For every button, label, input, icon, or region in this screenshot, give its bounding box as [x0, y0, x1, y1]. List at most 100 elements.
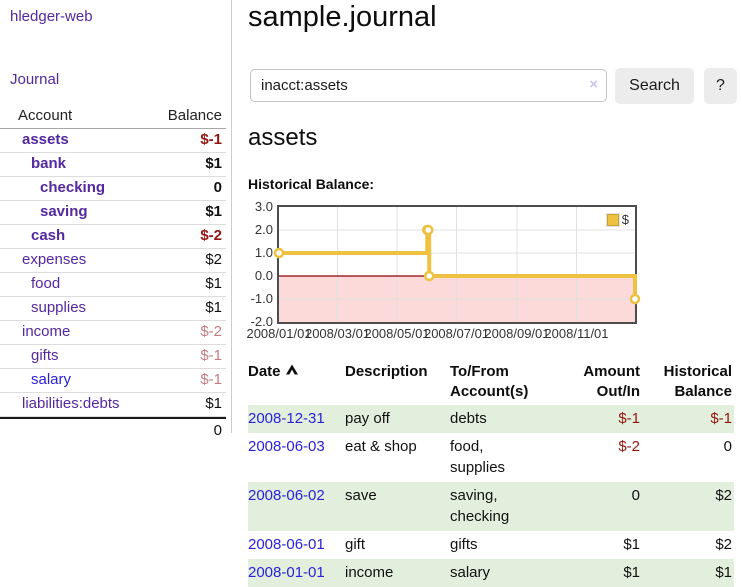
account-row: cash $-2 — [0, 225, 226, 249]
transaction-date-link[interactable]: 2008-06-02 — [248, 487, 325, 504]
account-balance: $1 — [205, 299, 222, 316]
account-row: salary $-1 — [0, 369, 226, 393]
account-row: income $-2 — [0, 321, 226, 345]
sort-ascending-icon — [285, 362, 299, 382]
transaction-accounts: gifts — [450, 536, 478, 553]
x-axis-tick-label: 2008/03/01 — [304, 326, 371, 341]
transaction-accounts: food, supplies — [450, 438, 506, 476]
chart-canvas — [273, 207, 641, 322]
account-heading: assets — [248, 124, 318, 151]
account-balance: $-1 — [200, 347, 222, 364]
transaction-date-link[interactable]: 2008-06-01 — [248, 536, 325, 553]
transaction-description: income — [345, 564, 394, 581]
data-point-marker — [423, 270, 435, 282]
transaction-amount: $-1 — [618, 410, 640, 427]
transaction-amount: $-2 — [618, 438, 640, 455]
legend-color-swatch — [605, 212, 620, 227]
balance-header-line2: Balance — [674, 383, 732, 400]
register-row: 2008-01-01 income salary $1 $1 — [248, 559, 734, 587]
historical-balance-chart: $ 3.0 2.0 1.0 0.0 -1.0 -2.0 2008/01/01 2008/03/… — [244, 193, 714, 345]
x-axis-tick-label: 2008/11/01 — [544, 326, 609, 341]
search-button[interactable]: Search — [615, 68, 694, 104]
transaction-date-cell: 2008-06-03 — [248, 433, 345, 482]
search-box: × — [250, 69, 607, 102]
transaction-description: eat & shop — [345, 438, 417, 455]
transaction-balance: 0 — [723, 438, 732, 455]
transaction-amount: $1 — [623, 536, 640, 553]
transaction-balance: $2 — [715, 487, 732, 504]
account-link-food[interactable]: food — [31, 275, 61, 292]
account-link-assets[interactable]: assets — [22, 131, 69, 148]
date-column-header[interactable]: Date — [248, 360, 345, 405]
balance-column-header-register: Historical Balance — [642, 360, 734, 405]
account-link-checking[interactable]: checking — [40, 179, 106, 196]
amount-header-line2: Out/In — [596, 383, 640, 400]
accounts-header-line2: Account(s) — [450, 383, 529, 400]
account-link-gifts[interactable]: gifts — [31, 347, 59, 364]
account-link-liabilities-debts[interactable]: liabilities:debts — [22, 395, 120, 412]
transaction-description: pay off — [345, 410, 390, 427]
balance-header-line1: Historical — [663, 363, 732, 380]
account-link-supplies[interactable]: supplies — [31, 299, 87, 316]
account-balance: $-1 — [200, 371, 222, 388]
legend-label: $ — [621, 212, 629, 227]
register-row: 2008-06-03 eat & shop food, supplies $-2 0 — [248, 433, 734, 482]
register-row: 2008-06-01 gift gifts $1 $2 — [248, 531, 734, 559]
transaction-balance: $1 — [715, 564, 732, 581]
description-column-header: Description — [345, 363, 428, 380]
account-balance: $2 — [205, 251, 222, 268]
account-link-bank[interactable]: bank — [31, 155, 67, 172]
transaction-balance: $-1 — [710, 410, 732, 427]
amount-header-line1: Amount — [583, 363, 640, 380]
date-header-label: Date — [248, 363, 281, 380]
account-balance: $-2 — [200, 227, 222, 244]
chart-plot-area: $ — [273, 205, 641, 324]
account-link-saving[interactable]: saving — [40, 203, 88, 220]
y-axis-tick-label: -1.0 — [250, 291, 273, 306]
account-balance-table: Account Balance assets $-1 bank $1 checking 0… — [0, 104, 226, 443]
transaction-date-link[interactable]: 2008-06-03 — [248, 438, 325, 455]
data-point-marker — [629, 293, 641, 305]
y-axis-tick-label: -2.0 — [250, 314, 273, 329]
clear-search-icon[interactable]: × — [589, 76, 598, 93]
transaction-balance: $2 — [715, 536, 732, 553]
register-row: 2008-06-02 save saving, checking 0 $2 — [248, 482, 734, 531]
account-link-expenses[interactable]: expenses — [22, 251, 87, 268]
y-axis-tick-label: 0.0 — [254, 268, 273, 283]
account-row: assets $-1 — [0, 129, 226, 153]
sidebar-item-journal[interactable]: Journal — [10, 71, 60, 88]
chart-title: Historical Balance: — [248, 176, 375, 192]
account-row: supplies $1 — [0, 297, 226, 321]
help-button[interactable]: ? — [704, 68, 737, 104]
account-balance: $1 — [205, 395, 222, 412]
brand-link[interactable]: hledger-web — [10, 8, 93, 25]
transaction-accounts: saving, checking — [450, 487, 510, 525]
y-axis-tick-label: 3.0 — [254, 199, 273, 214]
register-row: 2008-12-31 pay off debts $-1 $-1 — [248, 405, 734, 433]
y-axis-tick-label: 1.0 — [254, 245, 273, 260]
search-input[interactable] — [250, 69, 607, 102]
account-balance: 0 — [213, 179, 222, 196]
transaction-date-link[interactable]: 2008-12-31 — [248, 410, 325, 427]
transaction-accounts: salary — [450, 564, 491, 581]
register-table: Date Description To/From Account(s) Amou… — [248, 360, 734, 587]
transaction-date-cell: 2008-01-01 — [248, 559, 345, 587]
account-link-salary[interactable]: salary — [31, 371, 72, 388]
account-row: gifts $-1 — [0, 345, 226, 369]
y-axis-tick-label: 2.0 — [254, 222, 273, 237]
accounts-header-line1: To/From — [450, 363, 509, 380]
account-row: expenses $2 — [0, 249, 226, 273]
transaction-amount: 0 — [631, 487, 640, 504]
account-link-cash[interactable]: cash — [31, 227, 66, 244]
transaction-date-cell: 2008-12-31 — [248, 405, 345, 433]
chart-legend: $ — [605, 211, 630, 228]
account-row: bank $1 — [0, 153, 226, 177]
transaction-date-cell: 2008-06-02 — [248, 482, 345, 531]
balance-column-header: Balance — [167, 107, 222, 124]
transaction-date-link[interactable]: 2008-01-01 — [248, 564, 325, 581]
account-link-income[interactable]: income — [22, 323, 71, 340]
register-header-row: Date Description To/From Account(s) Amou… — [248, 360, 734, 405]
transaction-description: save — [345, 487, 377, 504]
data-point-marker — [273, 247, 285, 259]
transaction-accounts: debts — [450, 410, 487, 427]
